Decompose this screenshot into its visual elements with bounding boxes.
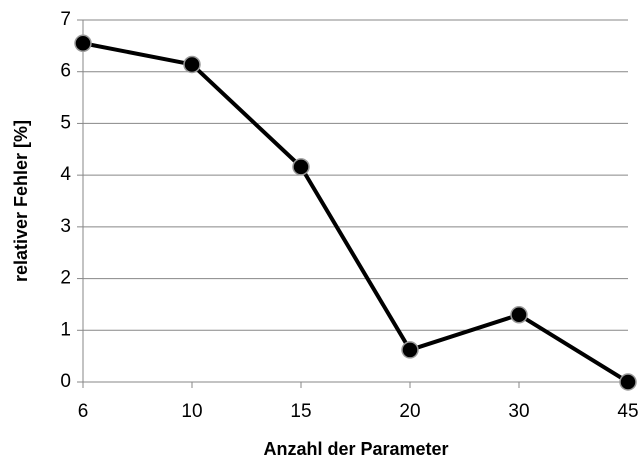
x-tick-label: 45 [617,401,638,422]
marker [401,341,419,359]
x-tick-label: 20 [399,401,420,422]
marker [510,306,528,324]
x-tick-label: 10 [181,401,202,422]
marker [74,34,92,53]
y-tick-label: 1 [60,319,71,340]
y-axis-title: relativer Fehler [%] [11,120,31,282]
y-tick-label: 5 [60,112,71,133]
y-tick-label: 0 [60,371,71,392]
marker [183,55,201,74]
y-tick-label: 2 [60,268,71,289]
y-tick-label: 3 [60,216,71,237]
y-tick-label: 6 [60,61,71,82]
marker [292,158,310,176]
x-axis-title: Anzahl der Parameter [263,439,448,459]
x-tick-label: 30 [508,401,529,422]
marker [619,373,637,391]
x-tick-label: 6 [78,401,89,422]
line-series [82,41,630,384]
y-tick-label: 7 [60,9,71,30]
x-tick-label: 15 [290,401,311,422]
y-tick-label: 4 [60,164,71,185]
